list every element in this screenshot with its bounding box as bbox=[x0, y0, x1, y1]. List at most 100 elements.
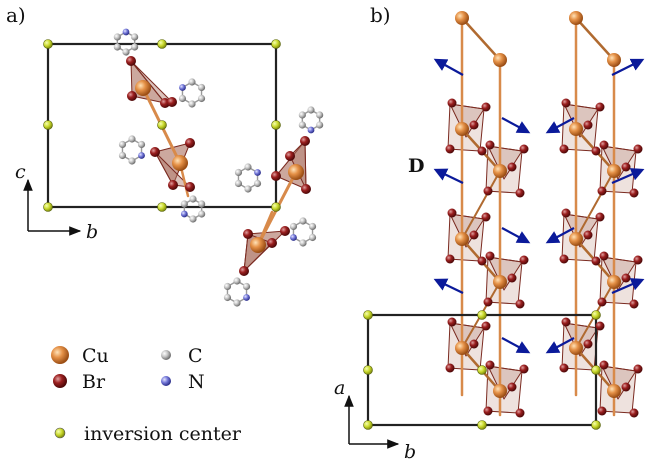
dm-vector-arrow bbox=[611, 168, 645, 185]
bromine-atom bbox=[507, 382, 517, 392]
bromine-atom bbox=[519, 364, 529, 374]
bromine-atom bbox=[629, 408, 639, 418]
bromine-atom bbox=[445, 144, 455, 154]
carbon-atom bbox=[189, 215, 197, 223]
bromine-atom bbox=[599, 140, 609, 150]
carbon-atom bbox=[299, 217, 307, 225]
carbon-atom bbox=[131, 43, 139, 51]
carbon-atom bbox=[197, 94, 206, 103]
bromine-atom bbox=[469, 120, 479, 130]
copper-atom bbox=[607, 164, 621, 178]
inversion-center bbox=[43, 202, 53, 212]
inversion-center bbox=[591, 420, 601, 430]
bromine-atom bbox=[507, 273, 517, 283]
copper-atom bbox=[172, 155, 188, 171]
panel-b-b-axis-label: b bbox=[404, 441, 416, 463]
carbon-atom bbox=[242, 282, 251, 291]
copper-atom bbox=[493, 53, 507, 67]
inversion-center bbox=[157, 120, 167, 130]
nitrogen-atom bbox=[254, 169, 261, 176]
legend-inversion-swatch bbox=[54, 427, 66, 439]
panel-a-inversion-centers bbox=[43, 39, 281, 212]
carbon-atom bbox=[198, 200, 206, 208]
copper-atom bbox=[455, 122, 469, 136]
dm-vector-arrow bbox=[545, 227, 575, 244]
bromine-atom bbox=[595, 102, 605, 112]
legend-c-swatch bbox=[161, 350, 171, 360]
bromine-atom bbox=[507, 162, 517, 172]
copper-atom bbox=[569, 122, 583, 136]
bromine-atom bbox=[185, 182, 195, 192]
bromine-atom bbox=[167, 97, 177, 107]
bromine-atom bbox=[559, 254, 569, 264]
panel-b-atoms bbox=[445, 11, 643, 418]
nitrogen-atom bbox=[180, 210, 188, 218]
bromine-atom bbox=[485, 360, 495, 370]
legend-cu-swatch bbox=[51, 346, 69, 364]
copper-atom bbox=[135, 80, 151, 96]
copper-atom bbox=[250, 237, 266, 253]
carbon-atom bbox=[234, 179, 243, 188]
carbon-atom bbox=[308, 222, 317, 231]
bromine-atom bbox=[477, 256, 487, 266]
dm-vector-arrow bbox=[611, 58, 645, 76]
bromine-atom bbox=[300, 136, 310, 146]
bromine-atom bbox=[469, 230, 479, 240]
inversion-center bbox=[271, 39, 281, 49]
carbon-atom bbox=[197, 83, 206, 92]
dm-vector-arrow bbox=[433, 58, 464, 76]
legend-inversion-label: inversion center bbox=[84, 423, 242, 445]
bromine-atom bbox=[597, 406, 607, 416]
carbon-atom bbox=[188, 100, 196, 108]
bromine-atom bbox=[481, 212, 491, 222]
panel-b-dm-vectors bbox=[433, 58, 645, 354]
bromine-atom bbox=[595, 321, 605, 331]
carbon-atom bbox=[244, 185, 252, 193]
bromine-atom bbox=[599, 251, 609, 261]
bromine-atom bbox=[591, 256, 601, 266]
bromine-atom bbox=[239, 266, 249, 276]
bromine-atom bbox=[267, 238, 277, 248]
carbon-atom bbox=[298, 121, 306, 129]
carbon-atom bbox=[244, 163, 252, 171]
legend-br-swatch bbox=[53, 374, 67, 388]
panel-a-b-axis-label: b bbox=[86, 221, 98, 243]
inversion-center bbox=[477, 420, 487, 430]
nitrogen-atom bbox=[290, 234, 297, 241]
panel-b-a-axis-label: a bbox=[334, 377, 345, 399]
bromine-atom bbox=[633, 144, 643, 154]
inversion-center bbox=[477, 365, 487, 375]
bromine-atom bbox=[126, 56, 136, 66]
panel-a-polyhedra bbox=[130, 60, 307, 272]
carbon-atom bbox=[137, 140, 146, 149]
inversion-center bbox=[363, 365, 373, 375]
inversion-center bbox=[363, 310, 373, 320]
carbon-atom bbox=[308, 233, 317, 242]
carbon-atom bbox=[188, 78, 196, 86]
bromine-atom bbox=[483, 406, 493, 416]
carbon-atom bbox=[128, 157, 136, 165]
cubr4-tetrahedron-face bbox=[154, 151, 191, 188]
bromine-atom bbox=[469, 339, 479, 349]
panel-b-label: b) bbox=[370, 3, 391, 27]
inversion-center bbox=[477, 310, 487, 320]
bromine-atom bbox=[583, 339, 593, 349]
bromine-atom bbox=[583, 120, 593, 130]
carbon-atom bbox=[307, 106, 315, 114]
bromine-atom bbox=[481, 102, 491, 112]
bromine-atom bbox=[597, 186, 607, 196]
bromine-atom bbox=[243, 229, 253, 239]
carbon-atom bbox=[178, 94, 187, 103]
bromine-atom bbox=[597, 297, 607, 307]
bromine-atom bbox=[515, 299, 525, 309]
dm-vector-arrow bbox=[433, 278, 464, 294]
carbon-atom bbox=[234, 168, 243, 177]
carbon-atom bbox=[118, 151, 127, 160]
copper-atom bbox=[607, 275, 621, 289]
bromine-atom bbox=[519, 255, 529, 265]
carbon-atom bbox=[113, 33, 121, 41]
inversion-center bbox=[591, 365, 601, 375]
inversion-center bbox=[271, 120, 281, 130]
inversion-center bbox=[157, 202, 167, 212]
bromine-atom bbox=[621, 273, 631, 283]
